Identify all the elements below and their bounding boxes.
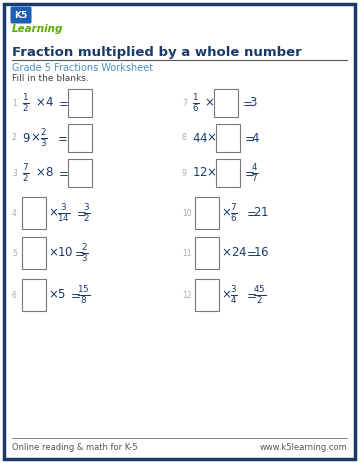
Text: 3: 3 (12, 169, 17, 177)
Text: $\frac{3}{2}$: $\frac{3}{2}$ (83, 202, 90, 224)
Text: $8$: $8$ (45, 167, 53, 180)
Bar (22, 197, 46, 229)
Text: $3$: $3$ (249, 96, 257, 110)
Text: $=$: $=$ (244, 288, 257, 301)
Text: $=$: $=$ (55, 131, 68, 144)
Text: $=$: $=$ (68, 288, 81, 301)
Text: $\frac{15}{8}$: $\frac{15}{8}$ (77, 284, 90, 306)
Text: $\times$: $\times$ (221, 288, 231, 301)
Text: K5: K5 (14, 11, 28, 19)
Text: $12$: $12$ (192, 167, 208, 180)
Bar (214, 89, 238, 117)
Text: $=$: $=$ (244, 206, 257, 219)
Text: Online reading & math for K-5: Online reading & math for K-5 (12, 443, 137, 452)
Text: Fill in the blanks.: Fill in the blanks. (12, 74, 89, 83)
Bar (68, 89, 92, 117)
Text: $\frac{2}{3}$: $\frac{2}{3}$ (40, 127, 47, 149)
Text: $\frac{7}{6}$: $\frac{7}{6}$ (230, 202, 238, 224)
Text: 7: 7 (182, 99, 187, 107)
Text: $5$: $5$ (57, 288, 65, 301)
Text: $\times$: $\times$ (204, 96, 214, 110)
FancyBboxPatch shape (10, 6, 32, 24)
Text: $\frac{45}{2}$: $\frac{45}{2}$ (253, 284, 266, 306)
Text: $\times$: $\times$ (206, 167, 216, 180)
Text: $\frac{1}{2}$: $\frac{1}{2}$ (22, 92, 29, 114)
Bar (195, 279, 219, 311)
Text: $=$: $=$ (240, 96, 253, 110)
Text: $10$: $10$ (57, 246, 73, 259)
Text: 8: 8 (182, 133, 187, 143)
Text: $44$: $44$ (192, 131, 208, 144)
Text: $\frac{2}{3}$: $\frac{2}{3}$ (81, 242, 89, 264)
Text: $4$: $4$ (45, 96, 54, 110)
Text: $\times$: $\times$ (48, 206, 58, 219)
Text: 6: 6 (12, 290, 17, 300)
Text: $21$: $21$ (253, 206, 269, 219)
Bar (195, 237, 219, 269)
Text: $=$: $=$ (242, 131, 255, 144)
Text: 10: 10 (182, 208, 192, 218)
Text: $16$: $16$ (253, 246, 269, 259)
Text: Grade 5 Fractions Worksheet: Grade 5 Fractions Worksheet (12, 63, 153, 73)
Bar (22, 237, 46, 269)
Bar (22, 279, 46, 311)
Text: $\frac{3}{14}$: $\frac{3}{14}$ (57, 202, 70, 224)
Text: Learning: Learning (12, 24, 64, 34)
Text: Fraction multiplied by a whole number: Fraction multiplied by a whole number (12, 46, 302, 59)
Text: $\times$: $\times$ (35, 96, 45, 110)
Bar (68, 159, 92, 187)
Text: 12: 12 (182, 290, 191, 300)
Text: $\times$: $\times$ (206, 131, 216, 144)
Text: $\times$: $\times$ (30, 131, 40, 144)
Text: 9: 9 (182, 169, 187, 177)
Text: $\frac{1}{6}$: $\frac{1}{6}$ (192, 92, 200, 114)
Text: $=$: $=$ (56, 167, 69, 180)
Text: $=$: $=$ (56, 96, 69, 110)
Bar (216, 159, 240, 187)
Text: $\times$: $\times$ (221, 206, 231, 219)
Text: 1: 1 (12, 99, 17, 107)
Text: 4: 4 (12, 208, 17, 218)
Text: $=$: $=$ (72, 246, 85, 259)
Text: $=$: $=$ (244, 246, 257, 259)
Bar (68, 124, 92, 152)
Text: $\frac{7}{2}$: $\frac{7}{2}$ (22, 162, 29, 184)
Text: $\frac{3}{4}$: $\frac{3}{4}$ (230, 284, 238, 306)
Text: $\frac{4}{7}$: $\frac{4}{7}$ (251, 162, 258, 184)
Text: 11: 11 (182, 249, 191, 257)
Bar (195, 197, 219, 229)
Bar (216, 124, 240, 152)
Text: $9$: $9$ (22, 131, 31, 144)
Text: 2: 2 (12, 133, 17, 143)
Text: $24$: $24$ (231, 246, 247, 259)
Text: $\times$: $\times$ (48, 288, 58, 301)
Text: $\times$: $\times$ (48, 246, 58, 259)
Text: $=$: $=$ (74, 206, 87, 219)
Text: $\times$: $\times$ (35, 167, 45, 180)
Text: $4$: $4$ (251, 131, 260, 144)
Text: 5: 5 (12, 249, 17, 257)
Text: $\times$: $\times$ (221, 246, 231, 259)
Text: www.k5learning.com: www.k5learning.com (259, 443, 347, 452)
Text: $=$: $=$ (242, 167, 255, 180)
